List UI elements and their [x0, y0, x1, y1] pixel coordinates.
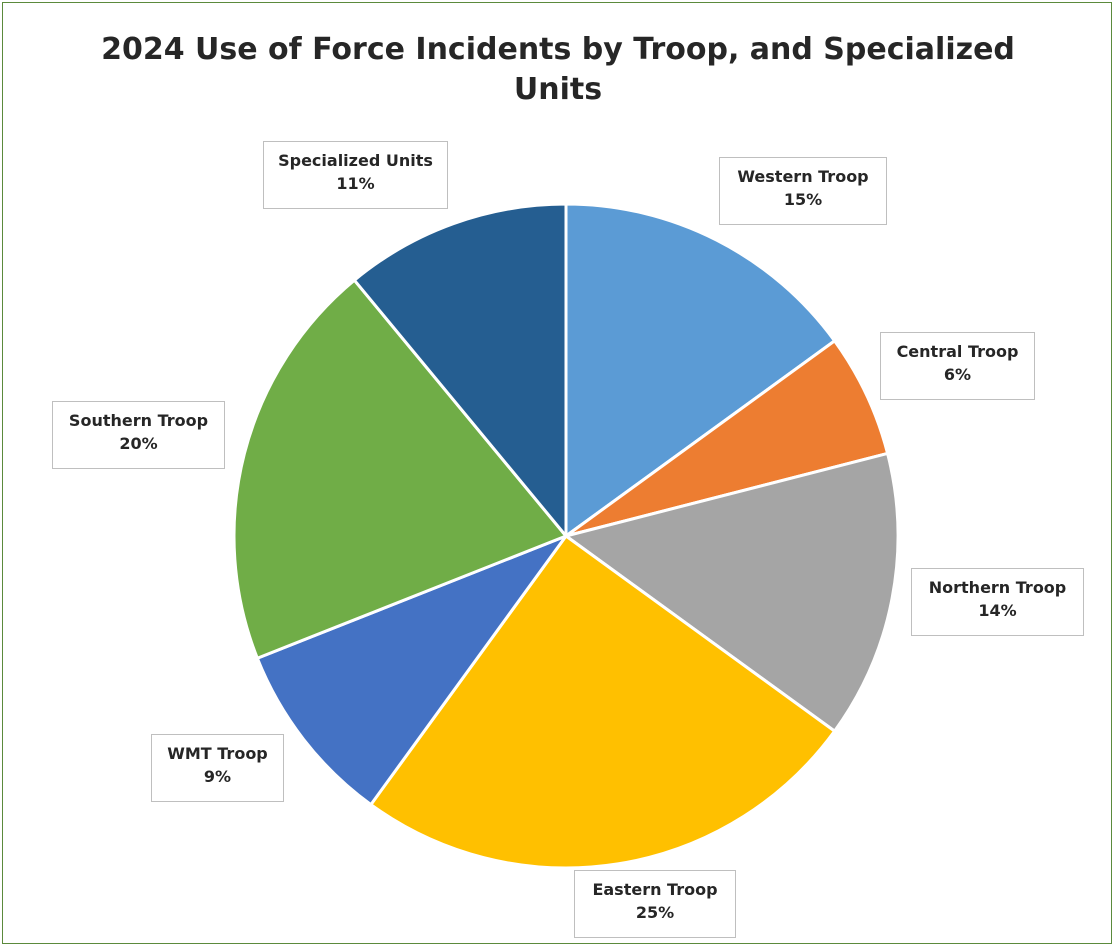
- data-label-northern-troop-name: Northern Troop: [928, 578, 1067, 597]
- data-label-specialized-units-value: 11%: [336, 174, 375, 193]
- chart-title-line-1: 2024 Use of Force Incidents by Troop, an…: [101, 32, 1015, 67]
- chart-title-line-2: Units: [513, 72, 603, 107]
- data-label-western-troop-value: 15%: [783, 190, 823, 209]
- data-label-central-troop: Central Troop 6%: [880, 332, 1035, 400]
- data-label-southern-troop-name: Southern Troop: [68, 411, 209, 430]
- data-label-northern-troop-value: 14%: [978, 601, 1017, 620]
- pie-slice-western-troop: [564, 202, 837, 538]
- data-label-specialized-units-name: Specialized Units: [278, 151, 433, 170]
- pie-slice-central-troop: [564, 339, 890, 538]
- data-label-wmt-troop-name: WMT Troop: [167, 744, 268, 763]
- data-label-western-troop-name: Western Troop: [737, 167, 869, 186]
- pie-slice-southern-troop: [232, 278, 568, 660]
- data-label-northern-troop: Northern Troop 14%: [911, 568, 1084, 636]
- pie-slice-wmt-troop: [255, 534, 568, 807]
- pie-slice-northern-troop: [564, 451, 900, 733]
- data-label-western-troop: Western Troop 15%: [719, 157, 887, 225]
- data-label-southern-troop-value: 20%: [119, 434, 158, 453]
- data-label-eastern-troop-value: 25%: [635, 903, 675, 922]
- data-label-specialized-units: Specialized Units 11%: [263, 141, 448, 209]
- data-label-eastern-troop-name: Eastern Troop: [592, 880, 718, 899]
- pie-slice-specialized-units: [352, 202, 568, 538]
- chart-title: 2024 Use of Force Incidents by Troop, an…: [0, 30, 1116, 110]
- data-label-southern-troop: Southern Troop 20%: [52, 401, 225, 469]
- data-label-wmt-troop-value: 9%: [203, 767, 232, 786]
- data-label-central-troop-name: Central Troop: [896, 342, 1019, 361]
- data-label-wmt-troop: WMT Troop 9%: [151, 734, 284, 802]
- pie-slice-eastern-troop: [369, 534, 837, 870]
- data-label-central-troop-value: 6%: [943, 365, 972, 384]
- data-label-eastern-troop: Eastern Troop 25%: [574, 870, 736, 938]
